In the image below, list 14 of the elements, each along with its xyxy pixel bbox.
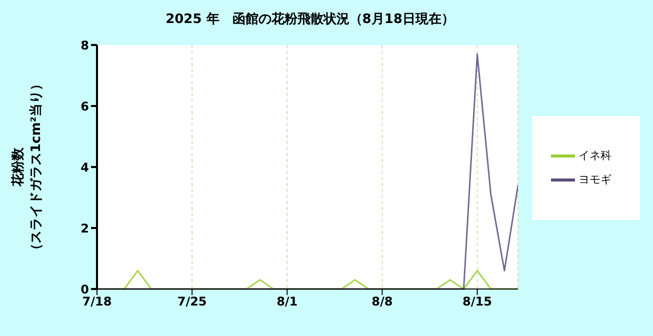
y-tick-label: 4 bbox=[80, 160, 89, 174]
y-tick-label: 0 bbox=[80, 282, 89, 296]
x-tick-label: 8/15 bbox=[462, 294, 492, 309]
y-tick-label: 2 bbox=[80, 221, 89, 236]
x-tick-label: 7/18 bbox=[82, 294, 112, 309]
x-tick-label: 8/1 bbox=[276, 294, 298, 309]
y-tick-label: 8 bbox=[80, 38, 89, 52]
legend-label: ヨモギ bbox=[578, 173, 612, 186]
chart-title: 2025 年 函館の花粉飛散状況（8月18日現在） bbox=[164, 11, 456, 28]
x-tick-label: 7/25 bbox=[177, 294, 207, 309]
y-axis-title: 花粉数（スライドガラス1cm²当り） bbox=[11, 78, 44, 256]
legend-label: イネ科 bbox=[578, 149, 612, 162]
y-tick-label: 6 bbox=[80, 99, 89, 114]
x-tick-label: 8/8 bbox=[372, 294, 393, 309]
